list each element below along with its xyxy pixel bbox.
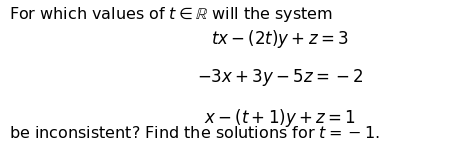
Text: be inconsistent? Find the solutions for $t = -1$.: be inconsistent? Find the solutions for … xyxy=(9,125,380,141)
Text: $tx - (2t)y + z = 3$: $tx - (2t)y + z = 3$ xyxy=(212,28,349,50)
Text: $-3x + 3y - 5z = -2$: $-3x + 3y - 5z = -2$ xyxy=(197,67,363,88)
Text: $x - (t+1)y + z = 1$: $x - (t+1)y + z = 1$ xyxy=(205,107,356,129)
Text: For which values of $t \in \mathbb{R}$ will the system: For which values of $t \in \mathbb{R}$ w… xyxy=(9,5,333,24)
